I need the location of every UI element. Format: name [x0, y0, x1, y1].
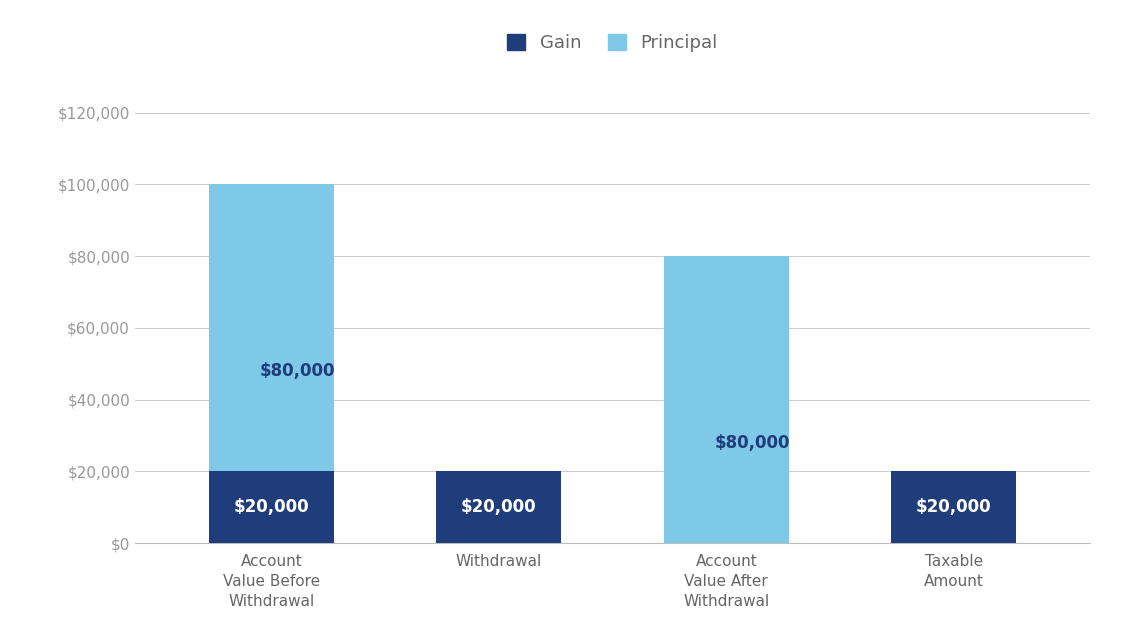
Bar [436, 472, 561, 543]
Bar [209, 472, 334, 543]
Legend: Gain, Principal: Gain, Principal [498, 25, 727, 61]
Bar [891, 472, 1016, 543]
Text: $20,000: $20,000 [916, 498, 991, 516]
Text: $20,000: $20,000 [461, 498, 536, 516]
Bar [664, 256, 789, 543]
Text: $80,000: $80,000 [260, 362, 335, 380]
Text: $80,000: $80,000 [715, 434, 790, 452]
Bar [209, 184, 334, 472]
Text: $20,000: $20,000 [234, 498, 309, 516]
